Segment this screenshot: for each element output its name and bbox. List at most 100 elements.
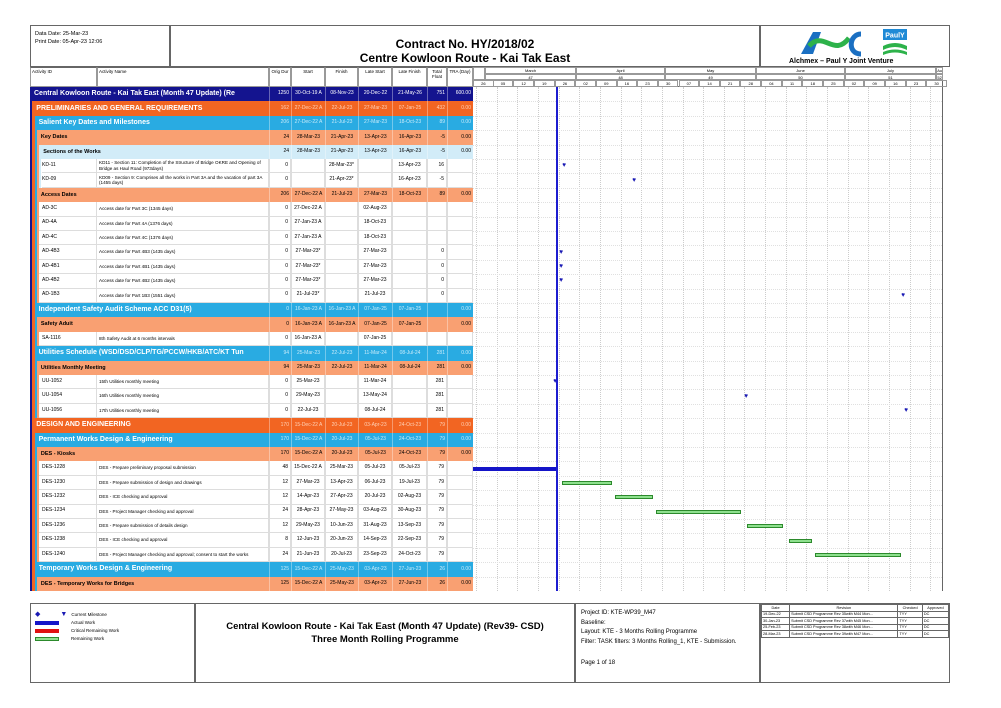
milestone-icon[interactable]: ♥ — [558, 277, 563, 285]
summary-row[interactable]: DES - Temporary Works for Bridges 125 15-D… — [30, 576, 473, 591]
remaining-work-bar[interactable] — [788, 538, 813, 543]
row-gridline — [473, 447, 942, 448]
layout-name: Layout: KTE - 3 Months Rolling Programme — [581, 629, 698, 635]
revision-cell: Submit CSD Programme Rev 39with M47 Mon.… — [789, 630, 899, 638]
remaining-work-bar[interactable] — [614, 495, 653, 500]
cell-lf — [392, 403, 427, 419]
column-header[interactable]: Orig Dur — [269, 67, 291, 87]
row-background — [39, 475, 473, 491]
table-row[interactable]: AD-4B3 Access date for Part 4B3 (1435 day… — [30, 245, 473, 260]
cell-start — [291, 159, 325, 174]
table-row[interactable]: DES-1236 DES - Prepare submission of deta… — [30, 519, 473, 534]
table-row[interactable]: SA-1116 8th Safety Audit at 6 months inte… — [30, 331, 473, 347]
table-row[interactable]: DES-1238 DES - ICE checking and approval 8… — [30, 533, 473, 548]
milestone-icon[interactable]: ♥ — [561, 162, 566, 170]
summary-row[interactable]: Sections of the Works 24 28-Mar-23 21-Apr-2… — [30, 144, 473, 159]
project-name: Centre Kowloon Route - Kai Tak East — [359, 51, 571, 65]
revision-cell: TYY — [897, 610, 923, 618]
cell-dur: 24 — [269, 547, 291, 563]
week-gridline — [476, 87, 477, 591]
cell-ls: 18-Oct-23 — [358, 216, 392, 231]
column-header[interactable]: Activity ID — [30, 67, 97, 87]
column-header[interactable]: TRA (Day) — [447, 67, 473, 87]
summary-row[interactable]: Safety Aduit 0 16-Jan-23 A 16-Jan-23 A 07-Ja… — [30, 317, 473, 332]
summary-row[interactable]: Key Dates 24 28-Mar-23 21-Apr-23 13-Apr-23 16… — [30, 130, 473, 145]
cell-lf: 08-Jul-24 — [392, 360, 427, 375]
table-row[interactable]: DES-1228 DES - Prepare preliminary propos… — [30, 461, 473, 476]
milestone-icon[interactable]: ♥ — [900, 291, 905, 299]
cell-tra: 0.00 — [447, 144, 473, 159]
cell-dur: 125 — [269, 562, 291, 577]
table-row[interactable]: AD-4B2 Access date for Part 4B2 (1435 day… — [30, 274, 473, 289]
cell-tra: 0.00 — [447, 303, 473, 318]
legend-milestone: ◆ ▼ Current Milestone — [35, 610, 107, 619]
level-strip — [32, 288, 35, 303]
column-header[interactable]: Finish — [325, 67, 358, 87]
cell-dur: 0 — [269, 173, 291, 188]
cell-lf — [392, 274, 427, 289]
milestone-icon[interactable]: ♥ — [553, 378, 557, 385]
remaining-work-bar[interactable] — [815, 553, 901, 557]
summary-row[interactable]: Independent Safety Audit Scheme ACC D31(… — [30, 303, 473, 318]
level-strip — [32, 562, 35, 577]
cell-ls: 27-Mar-23 — [358, 245, 392, 260]
table-row[interactable]: UU-1054 16th Utilities monthly meeting 0 29… — [30, 389, 473, 404]
milestone-icon[interactable]: ♥ — [558, 248, 563, 256]
summary-row[interactable]: DES - Kiosks 170 15-Dec-22 A 20-Jul-23 05-Ju… — [30, 447, 473, 462]
actual-work-bar[interactable] — [473, 466, 556, 471]
cell-finish: 20-Jul-23 — [325, 547, 358, 563]
summary-row[interactable]: Central Kowloon Route - Kai Tak East (Mo… — [30, 87, 473, 102]
milestone-icon[interactable]: ♥ — [632, 176, 637, 184]
remaining-work-bar[interactable] — [747, 524, 783, 529]
level-strip — [32, 389, 35, 404]
table-row[interactable]: KD-09 KD09 - Section 9: Comprises all the… — [30, 173, 473, 188]
cell-start: 12-Jun-23 — [291, 533, 325, 548]
table-row[interactable]: AD-4B1 Access date for Part 4B1 (1435 day… — [30, 259, 473, 275]
summary-row[interactable]: Utilities Schedule (WSD/DSD/CLP/TG/PCCW/… — [30, 346, 473, 361]
table-row[interactable]: UU-1056 17th Utilities monthly meeting 0 22… — [30, 403, 473, 419]
level-strip — [32, 245, 35, 260]
cell-tra — [447, 389, 473, 404]
cell-dur: 170 — [269, 447, 291, 462]
summary-row[interactable]: Permanent Works Design & Engineering 170 1… — [30, 432, 473, 447]
table-row[interactable]: AD-4C Access date for Part 4C (1376 days)… — [30, 231, 473, 246]
cell-tra: 0.00 — [447, 346, 473, 361]
remaining-work-bar[interactable] — [561, 481, 612, 485]
table-row[interactable]: DES-1234 DES - Project Manager checking a… — [30, 504, 473, 519]
column-header[interactable]: Total Float — [427, 67, 447, 87]
column-header[interactable]: Start — [291, 67, 325, 87]
column-header[interactable]: Late Finish — [392, 67, 427, 87]
milestone-icon[interactable]: ♥ — [744, 392, 749, 400]
cell-start: 14-Apr-23 — [291, 490, 325, 505]
table-row[interactable]: AD-1B3 Access date for Part 1B3 (1551 day… — [30, 288, 473, 303]
table-row[interactable]: DES-1232 DES - ICE checking and approval 1… — [30, 490, 473, 505]
table-row[interactable]: DES-1240 DES - Project Manager checking a… — [30, 547, 473, 563]
cell-dur: 24 — [269, 144, 291, 159]
column-header[interactable]: Late Start — [358, 67, 392, 87]
milestone-icon[interactable]: ♥ — [558, 263, 563, 270]
row-gridline — [473, 519, 942, 520]
table-row[interactable]: DES-1230 DES - Prepare submission of desi… — [30, 475, 473, 491]
cell-start — [291, 173, 325, 188]
table-row[interactable]: AD-4A Access date for Part 4A (1376 days)… — [30, 216, 473, 231]
level-strip — [32, 504, 35, 519]
summary-row[interactable]: DESIGN AND ENGINEERING 170 15-Dec-22 A 20-J… — [30, 418, 473, 433]
week-label: 26 — [554, 80, 576, 87]
level-strip — [32, 173, 35, 188]
cell-ls: 05-Jul-23 — [358, 461, 392, 476]
cell-finish: 21-Apr-23 — [325, 130, 358, 145]
cell-start: 25-Mar-23 — [291, 360, 325, 375]
summary-row[interactable]: Access Dates 206 27-Dec-22 A 21-Jul-23 27-Ma… — [30, 187, 473, 203]
summary-row[interactable]: Salient Key Dates and Milestones 206 27-De… — [30, 115, 473, 131]
revision-header-row: Date Revision Checked Approved — [760, 604, 950, 612]
revision-cell: 28-Mar-23 — [760, 630, 791, 638]
column-header[interactable]: Activity Name — [97, 67, 269, 87]
table-row[interactable]: UU-1052 15th Utilities monthly meeting 0 25… — [30, 375, 473, 390]
summary-row[interactable]: Utilities Monthly Meeting 94 25-Mar-23 22-J… — [30, 360, 473, 375]
table-row[interactable]: KD-11 KD11 - Section 11: Completion of th… — [30, 159, 473, 174]
table-row[interactable]: AD-3C Access date for Part 3C (1345 days)… — [30, 202, 473, 217]
milestone-icon[interactable]: ♥ — [903, 407, 908, 414]
remaining-work-bar[interactable] — [655, 509, 742, 514]
summary-row[interactable]: PRELIMINARIES AND GENERAL REQUIREMENTS 16… — [30, 101, 473, 116]
summary-row[interactable]: Temporary Works Design & Engineering 125 1… — [30, 562, 473, 577]
